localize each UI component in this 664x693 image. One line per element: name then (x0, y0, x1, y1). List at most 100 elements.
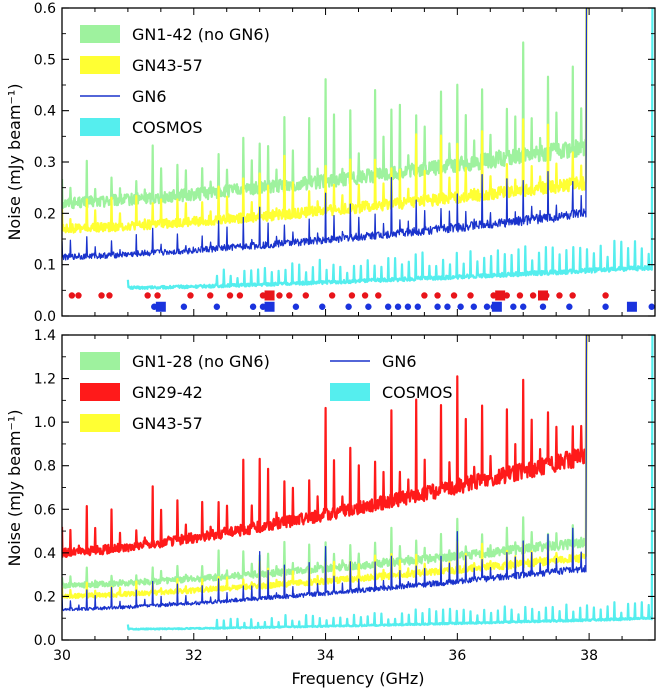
top-y-axis-label: Noise (mJy beam⁻¹) (5, 83, 24, 240)
legend-swatch (80, 414, 120, 432)
bottom-y-axis-label: Noise (mJy beam⁻¹) (5, 409, 24, 566)
legend-label: COSMOS (382, 383, 452, 402)
legend-label: GN6 (382, 352, 417, 371)
y-tick-label: 0.3 (34, 155, 56, 171)
line-marker-blue (249, 303, 257, 310)
series-cosmos (126, 335, 655, 631)
line-marker-blue (404, 303, 412, 310)
line-marker-red (154, 292, 161, 299)
y-tick-label: 0.0 (34, 633, 56, 649)
x-ticks: 30 32 34 36 38 (53, 335, 656, 664)
line-marker-red (375, 292, 382, 299)
line-marker-blue (470, 303, 478, 310)
line-marker-blue (345, 303, 352, 310)
legend-label: GN6 (132, 87, 167, 106)
line-marker-red (529, 292, 537, 299)
y-tick-label: 0.2 (34, 589, 56, 605)
y-tick-label: 0.4 (34, 104, 56, 120)
legend-swatch (80, 383, 120, 401)
legend-swatch (80, 118, 120, 136)
line-marker-red (569, 292, 576, 299)
line-marker-blue (434, 303, 441, 310)
y-tick-label: 1.2 (34, 372, 56, 388)
legend-swatch (80, 25, 120, 43)
legend-swatch (80, 352, 120, 370)
top-panel: 0.0 0.1 0.2 0.3 0.4 0.5 0.6 Noise (mJy beam⁻¹)… (5, 1, 656, 325)
line-marker-red (302, 292, 309, 299)
line-marker-blue (394, 303, 402, 310)
series-cosmos (126, 8, 655, 290)
y-tick-label: 0.6 (34, 502, 56, 518)
line-marker-red (106, 292, 113, 299)
legend-label: GN1-28 (no GN6) (132, 352, 270, 371)
line-marker-blue (566, 303, 573, 310)
legend-label: GN29-42 (132, 383, 203, 402)
line-marker-blue (365, 303, 372, 310)
legend-label: COSMOS (132, 118, 202, 137)
line-marker-red (434, 292, 441, 299)
line-marker-red (207, 292, 214, 299)
top-y-ticks: 0.0 0.1 0.2 0.3 0.4 0.5 0.6 (34, 1, 656, 325)
top-plot-area (62, 8, 655, 290)
line-marker-red (348, 292, 356, 299)
line-marker-blue (457, 303, 464, 310)
line-marker-blue (384, 303, 392, 310)
series-gn1-42-no-gn6- (62, 8, 590, 210)
line-marker-red (226, 292, 234, 299)
y-tick-label: 0.4 (34, 546, 56, 562)
line-marker-red (467, 292, 474, 299)
line-marker-red (421, 292, 428, 299)
line-marker-blue-square (155, 301, 166, 312)
line-marker-blue-square (626, 301, 637, 312)
bottom-legend: GN1-28 (no GN6) GN29-42 GN43-57 GN6 COSMOS (80, 352, 452, 433)
x-tick-label: 34 (317, 648, 335, 664)
line-marker-red (68, 292, 76, 299)
line-marker-blue (292, 303, 300, 310)
line-marker-blue (602, 303, 609, 310)
bottom-plot-area (62, 335, 655, 631)
series-gn43-57 (62, 8, 590, 234)
line-marker-blue (539, 303, 547, 310)
line-marker-red (516, 292, 524, 299)
y-tick-label: 0.0 (34, 309, 56, 325)
top-line-markers (68, 290, 655, 312)
line-marker-red (450, 292, 458, 299)
y-tick-label: 0.8 (34, 459, 56, 475)
y-tick-label: 1.4 (34, 328, 56, 344)
y-tick-label: 0.1 (34, 258, 56, 274)
line-marker-red (328, 292, 336, 299)
series-gn6 (62, 8, 590, 261)
line-marker-blue-square (491, 301, 502, 312)
line-marker-blue (444, 303, 451, 310)
line-marker-red (276, 292, 283, 299)
line-marker-red (144, 292, 151, 299)
x-axis-label: Frequency (GHz) (291, 669, 424, 688)
x-tick-label: 38 (580, 648, 598, 664)
series-gn29-42 (62, 335, 590, 558)
line-marker-red-square (495, 290, 506, 301)
line-marker-red-square (537, 290, 548, 301)
line-marker-blue (510, 303, 517, 310)
series-gn6 (62, 335, 590, 612)
line-marker-red (75, 292, 82, 299)
series-gn1-28-no-gn6- (62, 335, 590, 589)
line-marker-blue (483, 303, 491, 310)
bottom-y-ticks: 0.0 0.2 0.4 0.6 0.8 1.0 1.2 1.4 (34, 328, 655, 649)
line-marker-red (602, 292, 609, 299)
line-marker-red (556, 292, 563, 299)
line-marker-red (286, 292, 293, 299)
line-marker-blue (414, 303, 421, 310)
bottom-panel: 0.0 0.2 0.4 0.6 0.8 1.0 1.2 1.4 30 32 34 36 38 Nois… (5, 328, 656, 688)
y-tick-label: 0.6 (34, 1, 56, 17)
line-marker-blue (213, 303, 221, 310)
line-marker-red (187, 292, 194, 299)
line-marker-red-square (264, 290, 275, 301)
line-marker-blue (520, 303, 527, 310)
x-tick-label: 30 (53, 648, 71, 664)
y-tick-label: 0.2 (34, 206, 56, 222)
line-marker-red (236, 292, 244, 299)
legend-label: GN43-57 (132, 56, 203, 75)
legend-label: GN43-57 (132, 414, 203, 433)
line-marker-blue (648, 303, 655, 310)
